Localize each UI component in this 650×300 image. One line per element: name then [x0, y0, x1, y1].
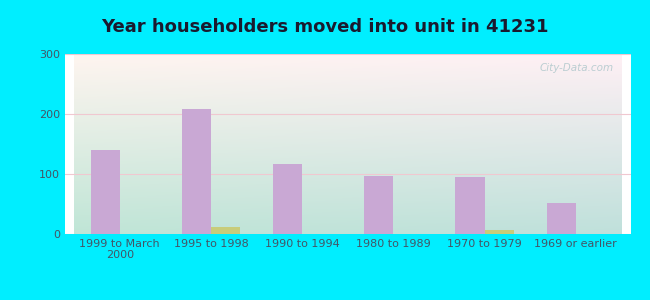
- Bar: [484, 230, 514, 234]
- Bar: [547, 203, 576, 234]
- Bar: [182, 109, 211, 234]
- Bar: [90, 150, 120, 234]
- Text: City-Data.com: City-Data.com: [540, 63, 614, 73]
- Bar: [273, 164, 302, 234]
- Bar: [211, 227, 240, 234]
- Bar: [364, 176, 393, 234]
- Bar: [456, 177, 484, 234]
- Text: Year householders moved into unit in 41231: Year householders moved into unit in 412…: [101, 18, 549, 36]
